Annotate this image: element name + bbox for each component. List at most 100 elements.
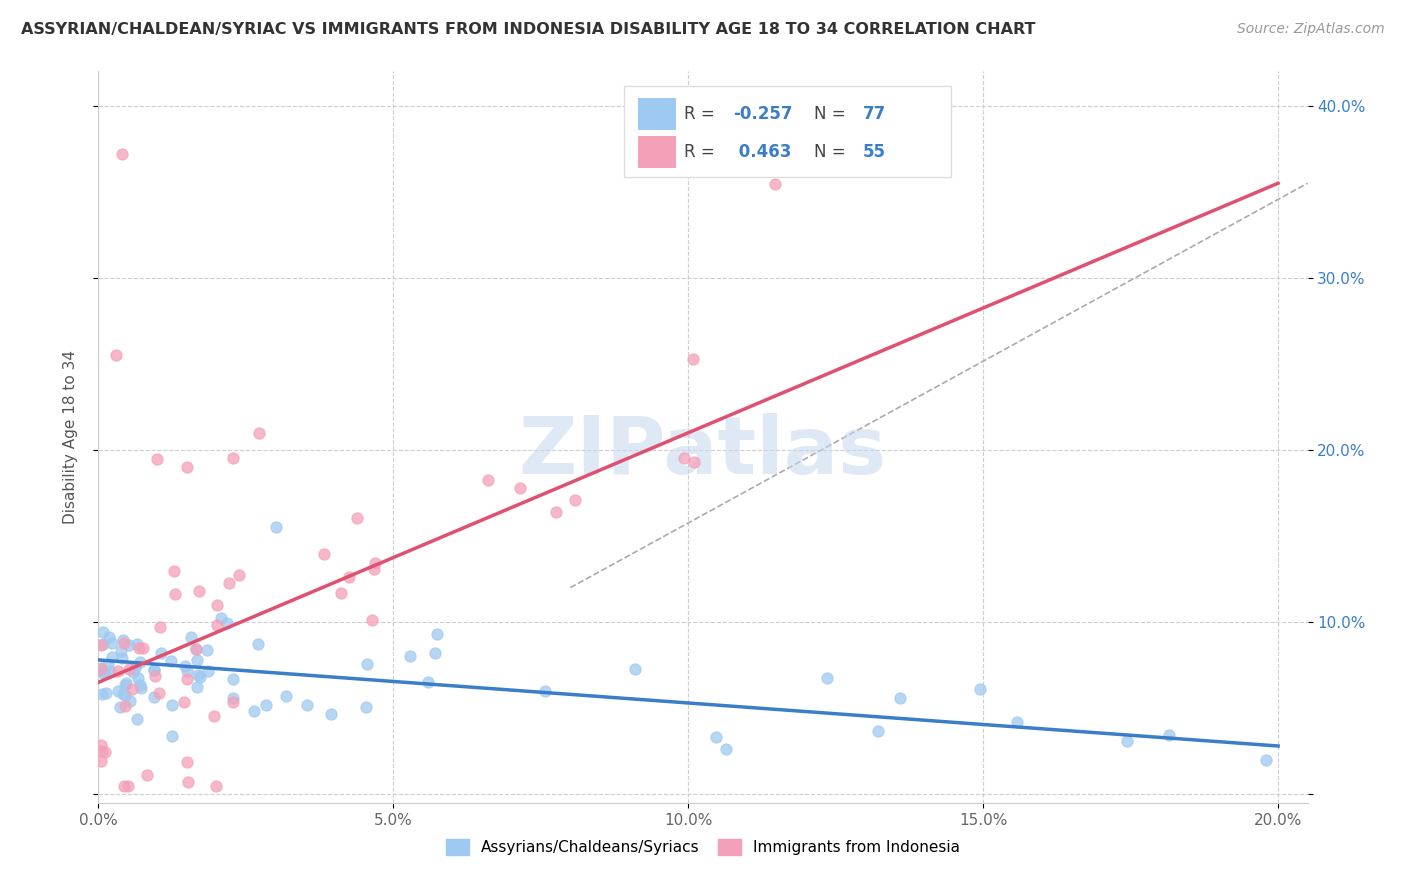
Point [274,689,297,703]
Point [163,565,186,579]
Point [188,584,211,599]
Point [187,668,209,682]
Point [346,510,368,524]
Point [149,620,172,634]
Point [129,655,152,669]
Point [110,643,132,657]
Point [124,661,146,675]
Point [363,562,385,576]
Text: ZIPatlas: ZIPatlas [519,413,887,491]
Point [111,651,134,665]
Point [176,755,198,769]
Point [815,671,838,685]
Point [682,351,704,366]
Point [266,520,288,534]
Point [222,695,245,709]
Point [364,557,387,571]
Point [564,492,586,507]
Point [127,671,149,685]
Point [160,729,183,743]
Point [143,669,166,683]
Point [112,636,135,650]
Point [101,636,124,650]
Text: 0.463: 0.463 [734,143,792,161]
Point [180,630,202,644]
Point [90,744,112,758]
Point [246,637,269,651]
Legend: Assyrians/Chaldeans/Syriacs, Immigrants from Indonesia: Assyrians/Chaldeans/Syriacs, Immigrants … [440,833,966,861]
Point [361,613,384,627]
Point [97,657,120,671]
Point [98,665,121,679]
Point [186,653,208,667]
Point [114,678,136,692]
Point [682,455,704,469]
Point [184,641,207,656]
Point [117,779,139,793]
Point [146,451,169,466]
Text: R =: R = [683,104,720,123]
Point [160,655,183,669]
Point [243,704,266,718]
Point [1115,734,1137,748]
Point [329,586,352,600]
Point [218,576,240,591]
Point [108,699,131,714]
Point [354,699,377,714]
Point [100,650,122,665]
Point [105,348,128,362]
Point [107,684,129,698]
Point [672,451,695,466]
Point [129,681,152,695]
Point [114,699,136,714]
Text: R =: R = [683,143,720,161]
Text: 77: 77 [863,104,886,123]
Point [207,598,229,612]
Point [1256,753,1278,767]
FancyBboxPatch shape [638,98,676,130]
Point [704,730,727,744]
Text: Source: ZipAtlas.com: Source: ZipAtlas.com [1237,22,1385,37]
Point [94,665,117,680]
Point [150,646,173,660]
Point [114,688,136,702]
Point [763,177,786,191]
Point [866,724,889,739]
Point [202,708,225,723]
Point [188,670,211,684]
Point [90,638,112,652]
Point [142,664,165,678]
Point [94,745,117,759]
Point [120,694,142,708]
Point [91,666,114,681]
Point [1005,714,1028,729]
Point [423,647,446,661]
Point [122,665,145,679]
Point [112,632,135,647]
Point [337,570,360,584]
Point [195,642,218,657]
Point [1157,728,1180,742]
Point [128,678,150,692]
Point [204,779,226,793]
Point [716,742,738,756]
Point [197,664,219,678]
Point [321,707,343,722]
Point [623,662,645,676]
Point [228,568,250,582]
Point [90,662,112,676]
Point [222,451,245,466]
Point [889,690,911,705]
Text: ASSYRIAN/CHALDEAN/SYRIAC VS IMMIGRANTS FROM INDONESIA DISABILITY AGE 18 TO 34 CO: ASSYRIAN/CHALDEAN/SYRIAC VS IMMIGRANTS F… [21,22,1036,37]
Point [969,681,991,696]
Point [426,627,449,641]
Point [176,672,198,686]
Text: -0.257: -0.257 [734,104,793,123]
Point [112,779,135,793]
Point [143,690,166,704]
Point [295,698,318,712]
Point [91,687,114,701]
Point [215,616,238,631]
Point [118,662,141,676]
Point [121,681,143,696]
